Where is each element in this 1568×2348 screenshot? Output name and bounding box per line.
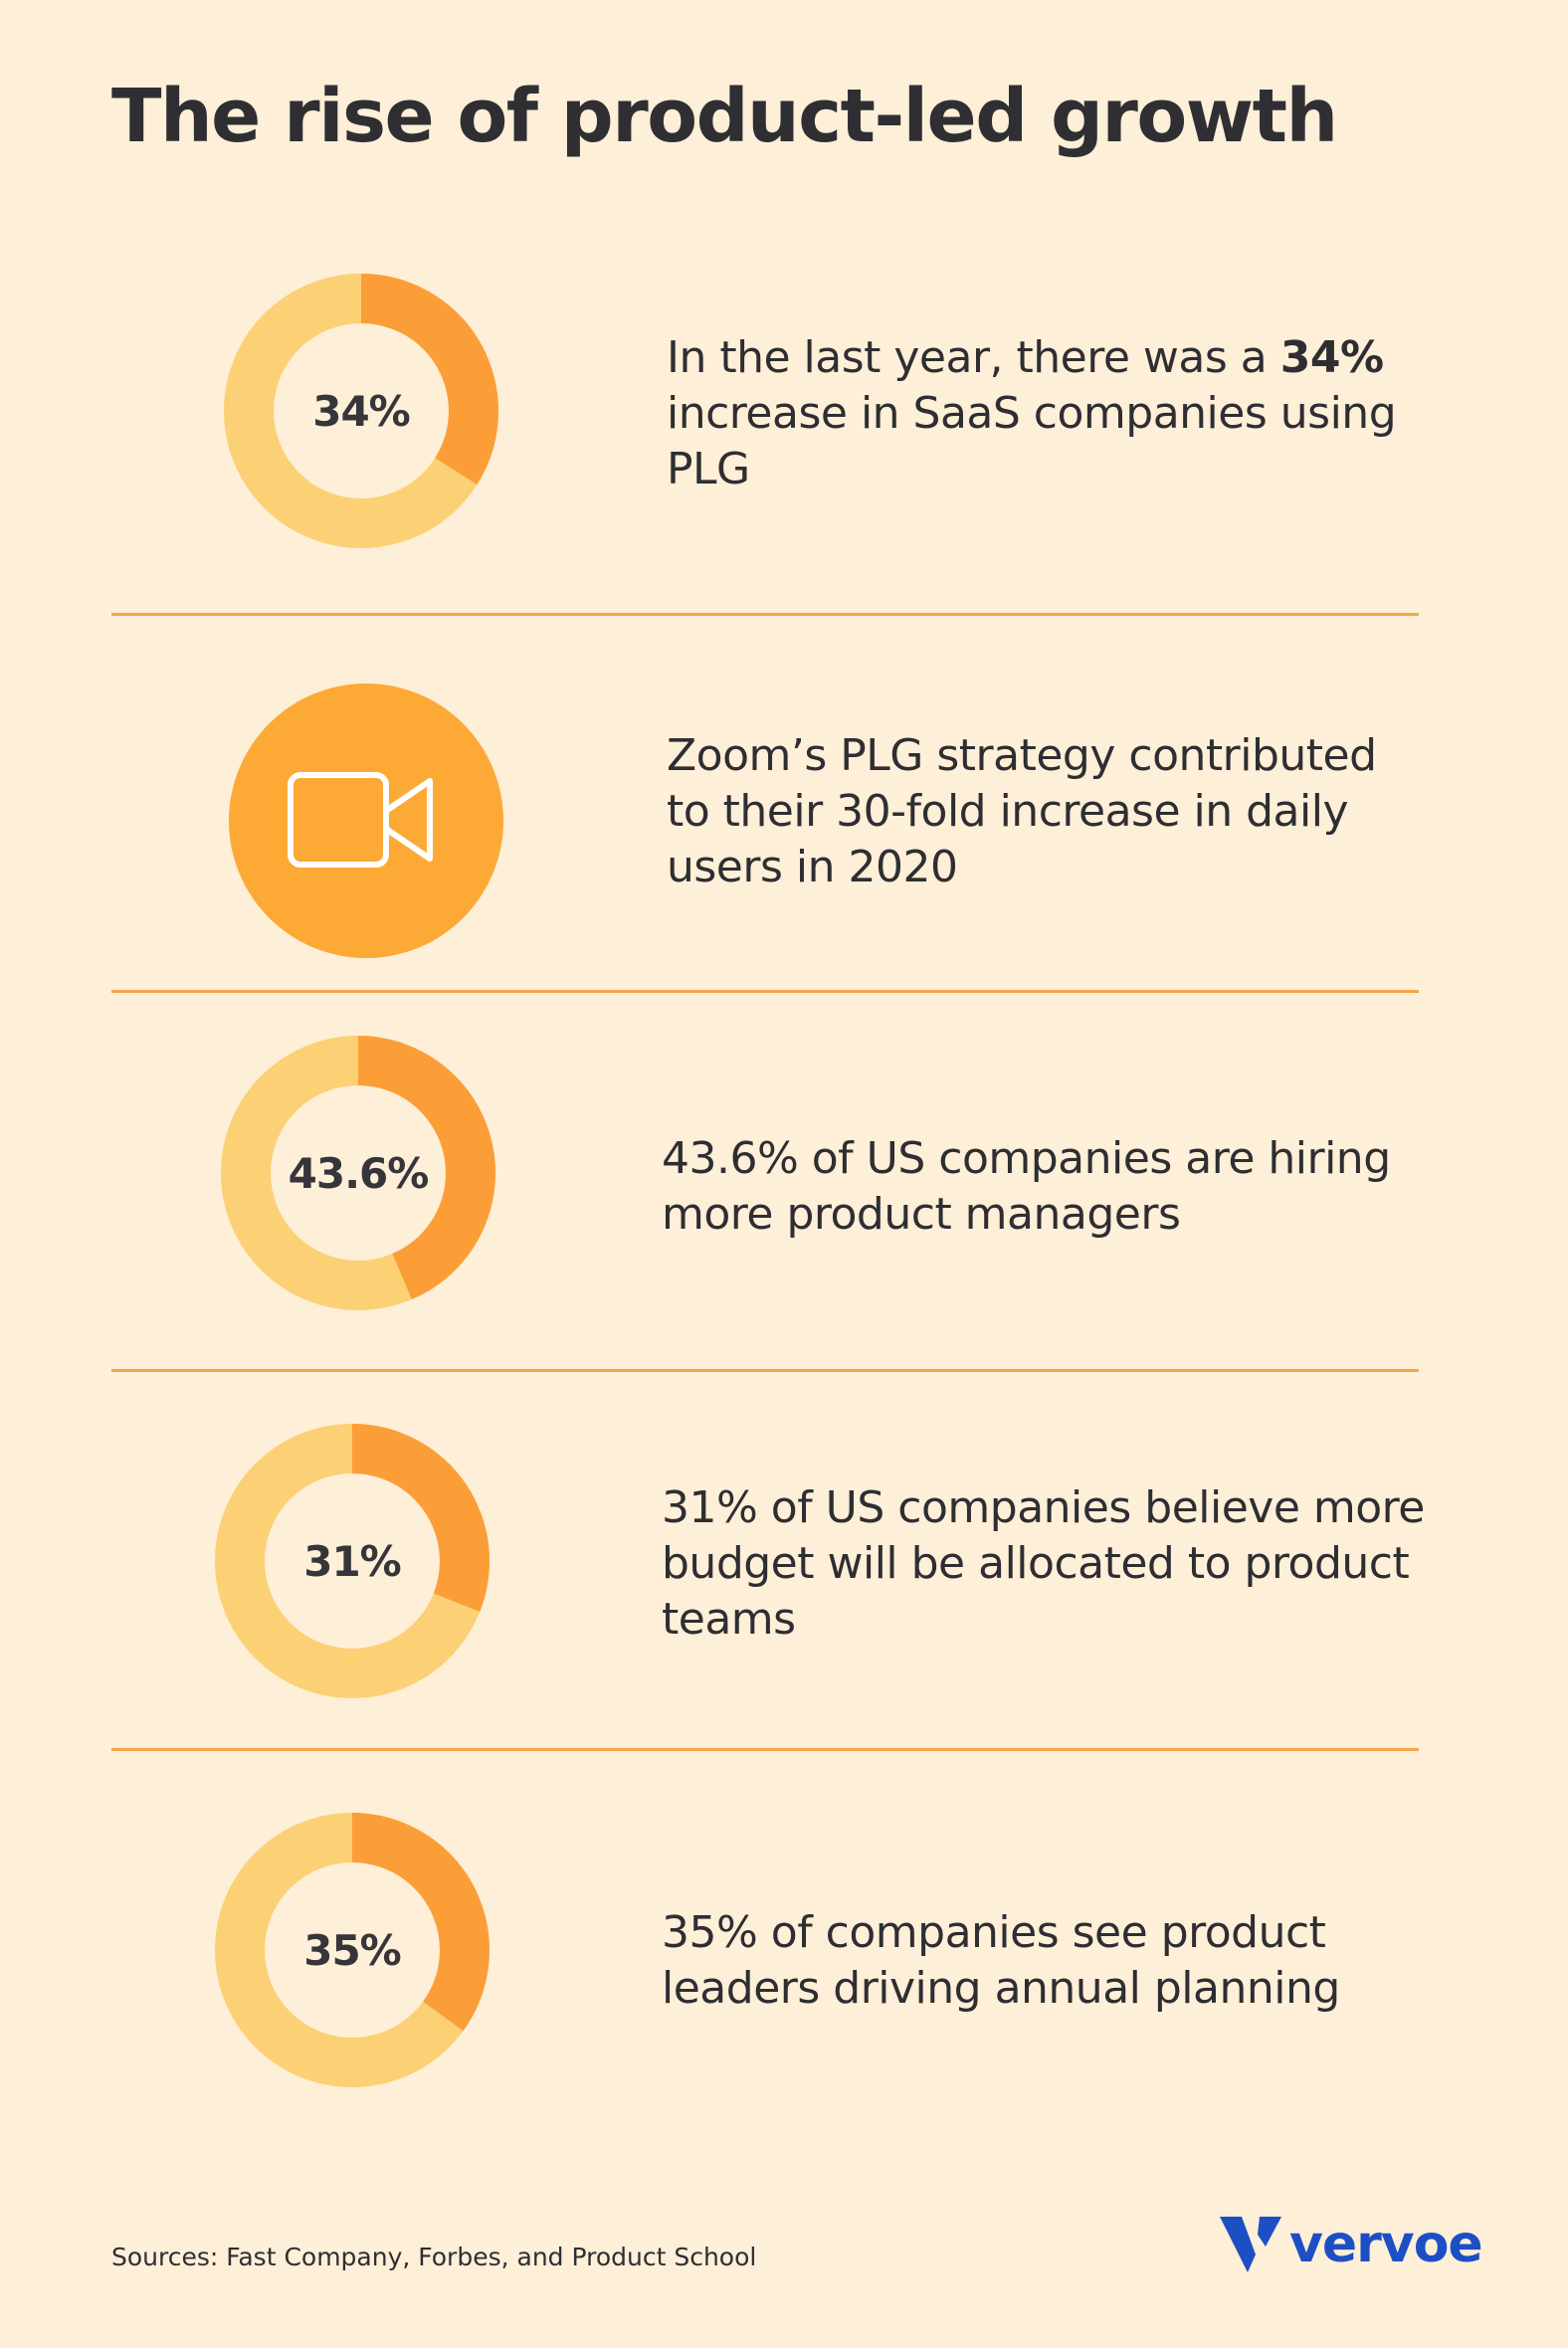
donut-chart-43-6 [221,1036,495,1310]
donut-value-label: 35% [303,1925,402,1975]
stat-highlight: 34% [1279,332,1384,383]
vervoe-v-logo-icon [1220,2217,1281,2272]
donut-value-label: 43.6% [288,1148,430,1198]
stat-text-zoom: Zoom’s PLG strategy contributed to their… [667,730,1377,892]
donut-fill [224,274,498,548]
donut-fill [221,1036,495,1310]
zoom-icon-circle [229,684,503,958]
donut-value-label: 31% [303,1536,402,1586]
page-title: The rise of product-led growth [111,74,1338,159]
donut-value-label: 34% [312,386,411,436]
donut-fill [215,1424,490,1698]
vervoe-logo-text: vervoe [1289,2215,1483,2274]
sources-note: Sources: Fast Company, Forbes, and Produ… [111,2243,757,2271]
section-divider [111,1369,1419,1372]
stat-text-product-budget: 31% of US companies believe more budget … [662,1482,1425,1645]
section-divider [111,613,1419,616]
vervoe-logo: vervoe [1220,2215,1483,2274]
section-divider [111,990,1419,993]
stat-text-annual-planning: 35% of companies see product leaders dri… [662,1907,1340,2014]
donut-chart-35 [215,1813,490,2087]
video-camera-icon [288,772,433,868]
stat-text-plg-increase: In the last year, there was a 34% increa… [667,332,1397,494]
section-divider [111,1748,1419,1751]
stat-text-product-managers: 43.6% of US companies are hiring more pr… [662,1133,1391,1240]
donut-fill [215,1813,490,2087]
donut-chart-34 [224,274,498,548]
donut-chart-31 [215,1424,490,1698]
